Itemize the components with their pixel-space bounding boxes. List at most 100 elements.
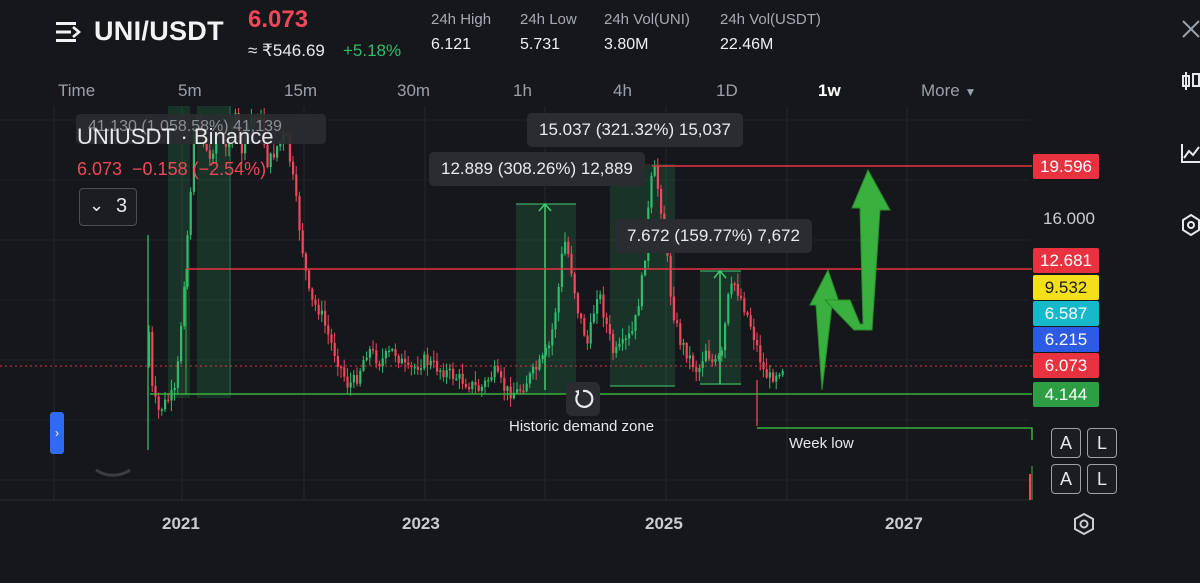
candle-body: [151, 331, 154, 387]
candle-body: [624, 338, 627, 340]
price-inr: ≈ ₹546.69: [248, 41, 325, 60]
candle-body: [269, 153, 272, 168]
partial-circle-icon: [95, 468, 131, 477]
candlestick-icon[interactable]: [1182, 70, 1200, 94]
auto-scale-button-2[interactable]: A: [1051, 464, 1081, 494]
tab-15m[interactable]: 15m: [284, 81, 318, 100]
candle-body: [487, 380, 490, 382]
line-chart-icon[interactable]: [1180, 142, 1200, 164]
price-label-6-587: 6.587: [1033, 301, 1099, 326]
log-scale-button[interactable]: L: [1087, 428, 1117, 458]
candle-body: [592, 313, 595, 323]
candle-body: [314, 299, 317, 305]
candle-body: [586, 335, 589, 344]
candle-body: [672, 296, 675, 321]
stat-value-vol-usdt: 22.46M: [720, 36, 774, 53]
indicators-count: 3: [116, 195, 128, 217]
candle-body: [711, 359, 714, 362]
tab-5m[interactable]: 5m: [178, 81, 202, 100]
indicators-toggle[interactable]: ⌄ 3: [79, 188, 137, 226]
candle-body: [160, 409, 163, 411]
candle-body: [749, 315, 752, 327]
tab-30m[interactable]: 30m: [397, 81, 431, 100]
candle-body: [778, 374, 781, 377]
measure-zone: [516, 204, 576, 394]
price-label-19-596: 19.596: [1033, 154, 1099, 179]
candle-body: [669, 255, 672, 297]
candle-body: [599, 294, 602, 300]
candle-body: [173, 387, 176, 391]
tab-time[interactable]: Time: [58, 81, 96, 100]
candle-body: [650, 175, 653, 208]
candle-body: [525, 383, 528, 392]
chevron-right-icon: ›: [55, 426, 59, 440]
candle-body: [372, 348, 375, 351]
candle-body: [378, 363, 381, 367]
candle-body: [602, 294, 605, 318]
candle-body: [516, 389, 519, 393]
candle-body: [589, 322, 592, 344]
settings-hex-icon[interactable]: [1072, 512, 1096, 541]
candle-body: [564, 241, 567, 254]
candle-body: [583, 318, 586, 336]
tab-1d[interactable]: 1D: [716, 81, 738, 100]
candle-body: [404, 358, 407, 363]
candle-body: [432, 360, 435, 363]
log-scale-button-2[interactable]: L: [1087, 464, 1117, 494]
candle-body: [682, 342, 685, 345]
candle-body: [448, 368, 451, 371]
candle-body: [186, 234, 189, 287]
candle-body: [573, 273, 576, 294]
candle-body: [477, 385, 480, 391]
candle-body: [336, 356, 339, 367]
candle-body: [308, 270, 311, 289]
candle-body: [740, 295, 743, 299]
candle-body: [522, 390, 525, 393]
candle-body: [381, 358, 384, 367]
candle-body: [480, 386, 483, 391]
candle-body: [228, 141, 231, 147]
drawer-handle[interactable]: ›: [50, 412, 64, 454]
price-chart[interactable]: [0, 106, 1200, 583]
tab-1w[interactable]: 1w: [818, 81, 841, 100]
ohlc-legend: 6.073 −0.158 (−2.54%): [77, 159, 267, 179]
candle-body: [532, 366, 535, 374]
candle-body: [720, 350, 723, 356]
candle-body: [768, 372, 771, 378]
candle-body: [468, 387, 471, 390]
tab-1h[interactable]: 1h: [513, 81, 532, 100]
candle-body: [311, 288, 314, 300]
candle-body: [368, 348, 371, 358]
candle-body: [320, 310, 323, 315]
candle-body: [471, 381, 474, 390]
tab-4h[interactable]: 4h: [613, 81, 632, 100]
auto-scale-button[interactable]: A: [1051, 428, 1081, 458]
candle-body: [330, 334, 333, 343]
candlestick-series: [147, 107, 1031, 500]
menu-icon[interactable]: [56, 20, 82, 44]
price-label-6-073: 6.073: [1033, 353, 1099, 378]
stat-label-vol-uni: 24h Vol(UNI): [604, 11, 690, 28]
indicator-hex-icon[interactable]: [1182, 214, 1200, 236]
candle-body: [538, 359, 541, 370]
bull-arrow-1: [809, 268, 841, 391]
candle-body: [490, 377, 493, 381]
close-icon[interactable]: [1180, 18, 1200, 40]
stat-label-low: 24h Low: [520, 11, 577, 28]
candle-body: [407, 362, 410, 366]
tab-more[interactable]: More ▼: [921, 81, 976, 101]
candle-body: [679, 323, 682, 345]
candle-body: [554, 312, 557, 330]
measure-label-3: 7.672 (159.77%) 7,672: [615, 219, 812, 253]
candle-body: [362, 360, 365, 371]
candle-body: [276, 146, 279, 158]
pair-title[interactable]: UNI/USDT: [94, 16, 224, 46]
candle-body: [183, 286, 186, 327]
stat-value-high: 6.121: [431, 36, 472, 53]
reset-view-button[interactable]: [566, 382, 600, 416]
candle-body: [551, 329, 554, 346]
time-label-2027: 2027: [885, 514, 923, 533]
stat-value-low: 5.731: [520, 36, 561, 53]
candle-body: [208, 150, 211, 159]
candle-body: [391, 348, 394, 351]
